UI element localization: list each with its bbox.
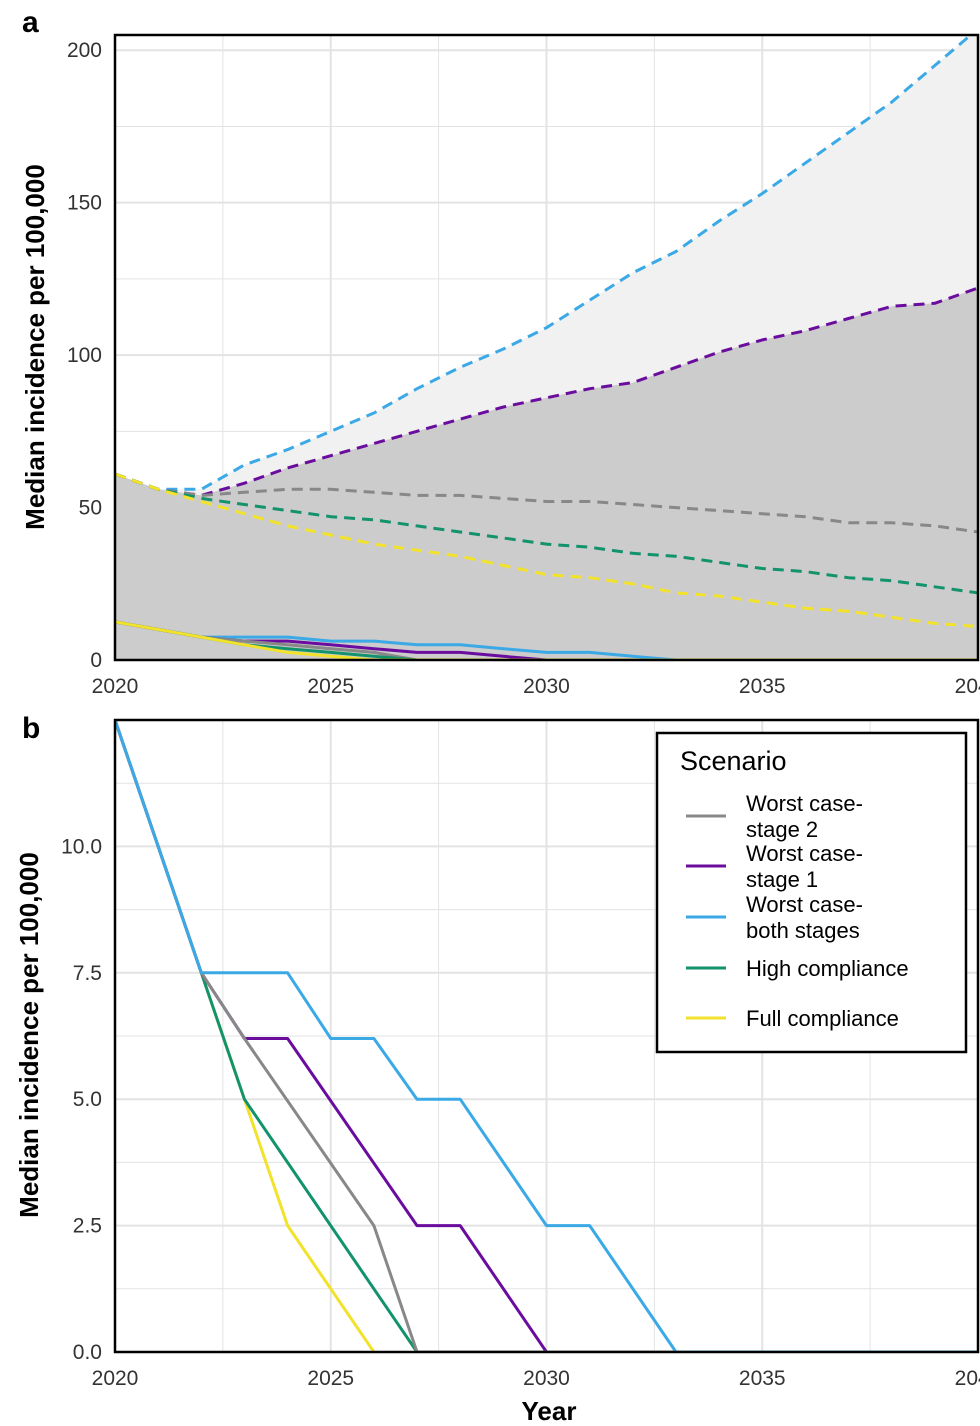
panel-b-y-axis-title: Median incidence per 100,000	[14, 852, 44, 1218]
panel-a-series-full-dashed	[115, 472, 978, 628]
panel-b-x-axis-title: Year	[522, 1396, 577, 1426]
panel-a-x-tick-label: 2040	[955, 675, 980, 698]
panel-a-series-worst-both-dashed	[115, 35, 974, 491]
panel-b: 2020 2025 2030 2035 2040 0.0 2.5 5.0 7.5 10.0 Scen…	[61, 718, 980, 1390]
panel-letter-a: a	[22, 6, 39, 39]
panel-a-series-worst-stage2-dashed	[115, 472, 978, 534]
panel-a-y-tick-label: 100	[67, 344, 102, 367]
panel-b-x-tick-label: 2035	[739, 1367, 786, 1390]
panel-b-y-tick-label: 0.0	[73, 1341, 102, 1364]
panel-a-series-worst-stage1-dashed	[115, 286, 978, 497]
panel-b-plot-area	[115, 720, 978, 1352]
panel-b-x-tick-label: 2040	[955, 1367, 980, 1390]
panel-a-series-full-line	[115, 620, 978, 660]
panel-a-series-high-dashed	[115, 472, 978, 595]
panel-a-y-axis-title: Median incidence per 100,000	[20, 164, 50, 530]
panel-a-y-tick-label: 50	[79, 497, 102, 520]
panel-a-x-tick-label: 2035	[739, 675, 786, 698]
panel-b-frame	[113, 718, 980, 1354]
legend-label: Worst case-	[746, 892, 863, 917]
panel-a-y-tick-label: 200	[67, 39, 102, 62]
legend-title: Scenario	[680, 746, 787, 776]
panel-b-x-tick-label: 2020	[92, 1367, 139, 1390]
legend-label: High compliance	[746, 956, 909, 981]
panel-a-series-worst-stage2-line	[115, 620, 978, 660]
legend-label: Full compliance	[746, 1006, 899, 1031]
panel-b-y-tick-label: 2.5	[73, 1215, 102, 1238]
panel-letter-b: b	[22, 712, 40, 745]
panel-a-series-worst-both-line	[115, 620, 978, 660]
panel-a-frame	[113, 33, 980, 662]
panel-b-series-worst-both-line	[115, 720, 978, 1352]
panel-b-x-tick-label: 2030	[523, 1367, 570, 1390]
panel-b-x-tick-label: 2025	[307, 1367, 354, 1390]
panel-a-y-tick-label: 0	[90, 649, 102, 672]
legend-label: Worst case-	[746, 841, 863, 866]
panel-b-y-tick-label: 10.0	[61, 835, 102, 858]
panel-a-x-tick-label: 2025	[307, 675, 354, 698]
panel-a-x-tick-label: 2020	[92, 675, 139, 698]
panel-a-x-tick-label: 2030	[523, 675, 570, 698]
panel-a-plot-area	[115, 35, 978, 660]
panel-a: 2020 2025 2030 2035 2040 0 50 100 150 200	[67, 33, 980, 698]
legend-label: stage 2	[746, 817, 818, 842]
legend-label: stage 1	[746, 867, 818, 892]
panel-b-y-tick-label: 5.0	[73, 1088, 102, 1111]
legend-box	[655, 731, 968, 1054]
legend-label: Worst case-	[746, 791, 863, 816]
panel-a-y-tick-label: 150	[67, 192, 102, 215]
legend-label: both stages	[746, 918, 860, 943]
panel-b-y-tick-label: 7.5	[73, 962, 102, 985]
